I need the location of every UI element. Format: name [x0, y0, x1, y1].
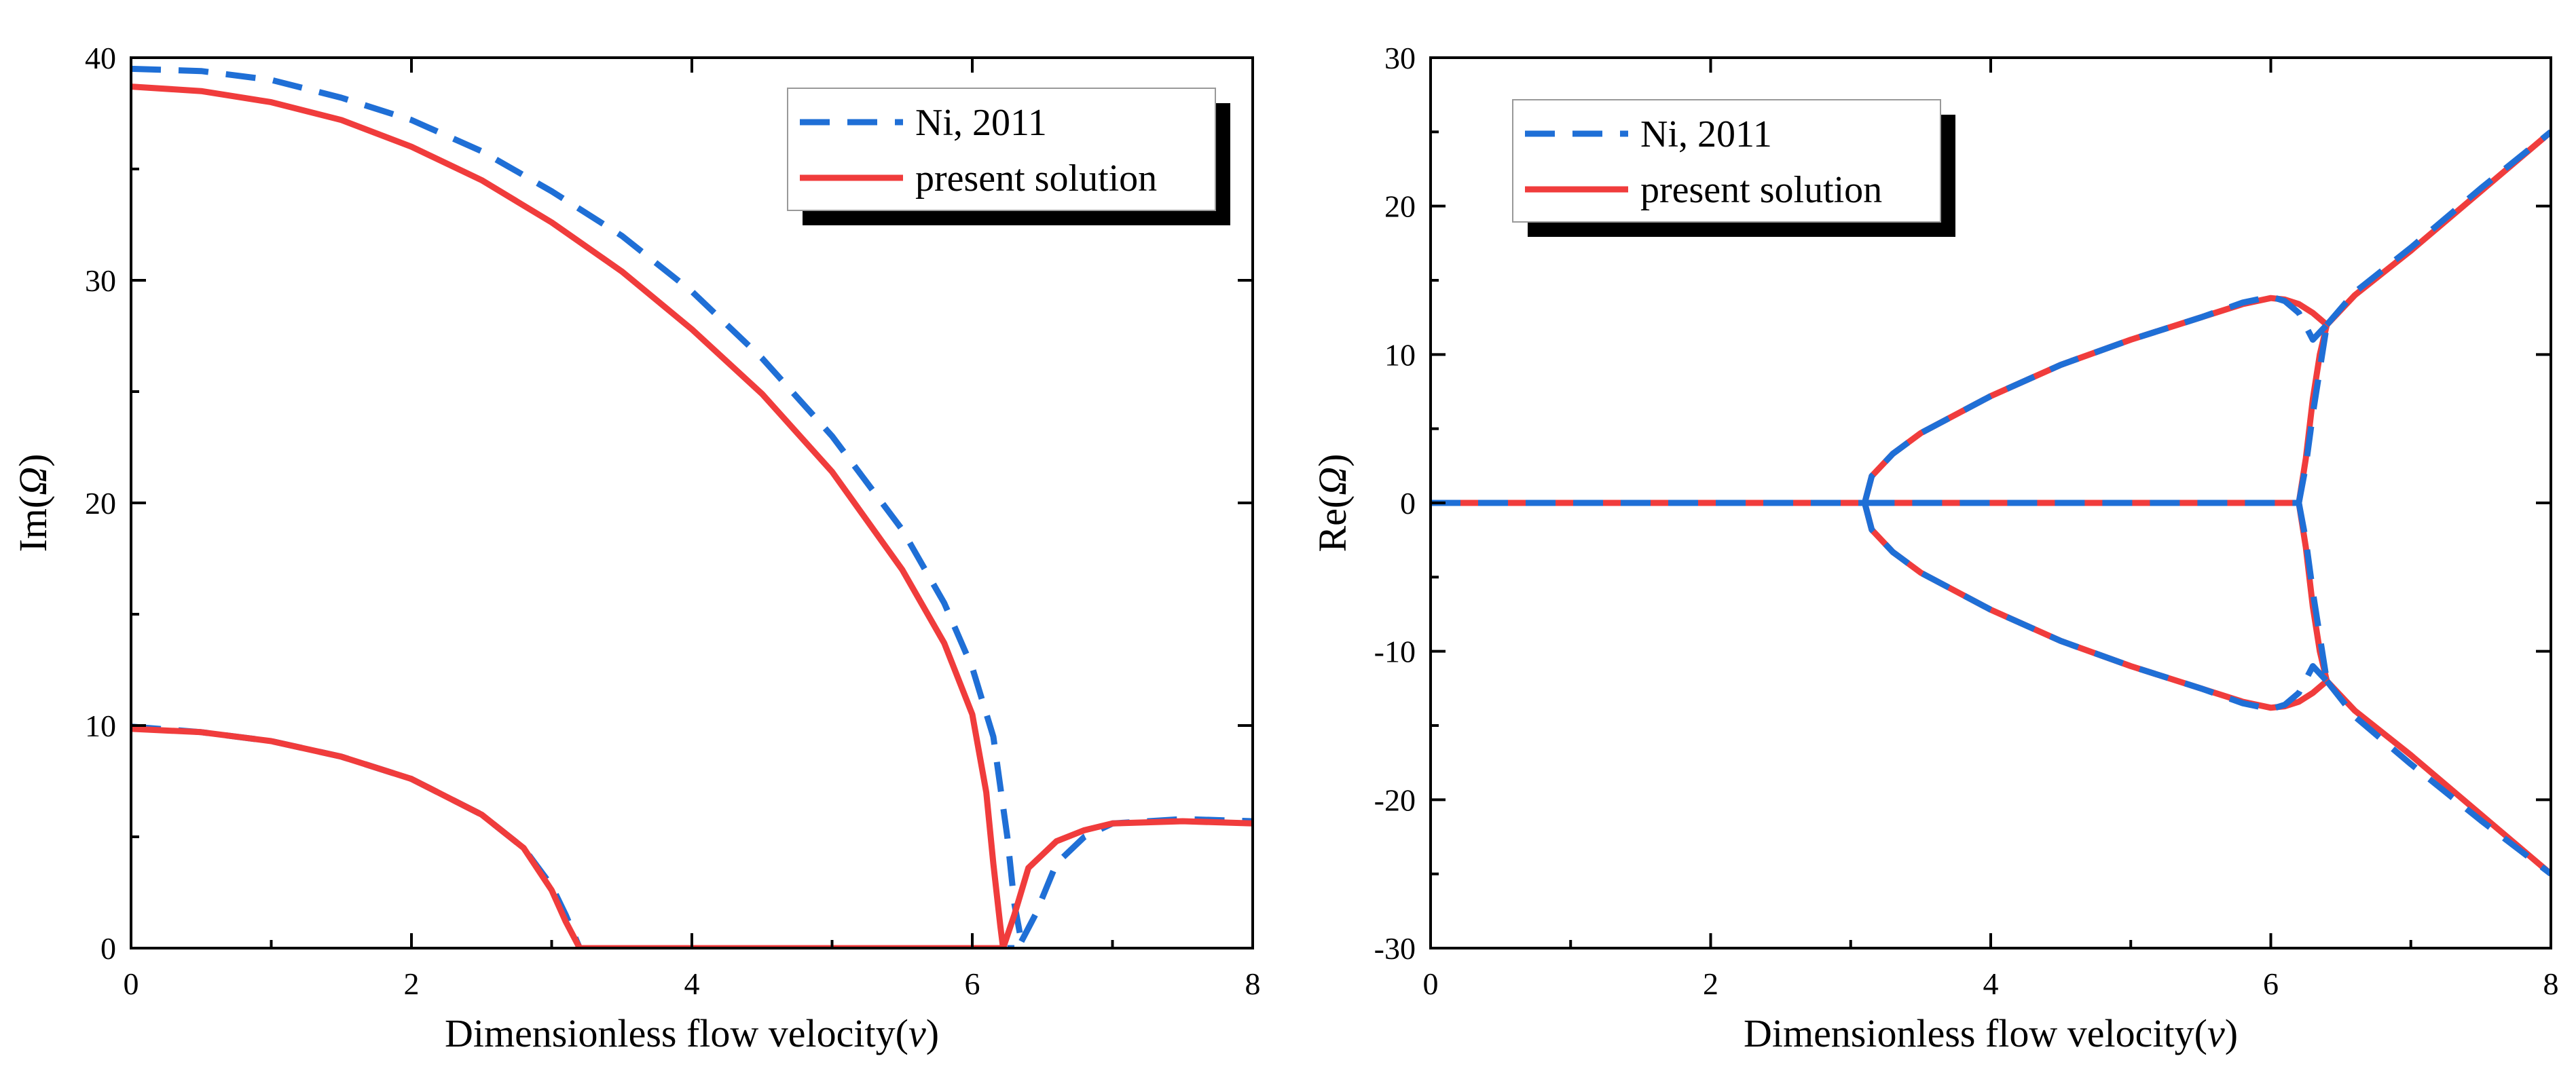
series-ni-2011-line-6: [2296, 502, 2330, 682]
legend: Ni, 2011 present solution: [787, 88, 1230, 225]
series-ni-2011-line-5: [2296, 324, 2330, 504]
y-tick-label: 10: [1384, 337, 1416, 372]
legend-box: [1512, 99, 1941, 223]
series-ni-2011-line-4: [1862, 502, 2330, 713]
y-tick-label: 0: [100, 931, 116, 966]
y-tick-label: 20: [1384, 189, 1416, 224]
series-ni-2011-line-1: [131, 65, 1025, 943]
x-tick-label: 0: [1423, 966, 1439, 1001]
series-present-solution-line-3: [131, 726, 583, 948]
x-tick-label: 6: [965, 966, 980, 1001]
legend-label: Ni, 2011: [1640, 113, 1772, 155]
y-tick-label: 30: [1384, 41, 1416, 75]
series-ni-2011-line-2: [1018, 816, 1253, 943]
y-axis-title: Re(Ω): [1310, 453, 1355, 552]
series-present-solution-line-1: [131, 83, 1006, 948]
x-tick-label: 2: [1703, 966, 1718, 1001]
chart-panel-1: 0 2 4 6 8 0 10 20 30 40 Dimensionless flow velocit…: [11, 41, 1261, 1055]
x-axis-title: Dimensionless flow velocity(v): [1744, 1011, 2238, 1055]
y-tick-label: 0: [1400, 486, 1416, 521]
x-tick-label: 6: [2263, 966, 2279, 1001]
x-tick-label: 2: [404, 966, 420, 1001]
series-group: [1431, 129, 2551, 877]
legend-label: present solution: [915, 157, 1157, 200]
legend-box: [787, 88, 1216, 211]
series-ni-2011-line-3: [1862, 293, 2330, 504]
series-present-solution-line-3: [1862, 295, 2329, 504]
y-tick-label: -20: [1374, 783, 1416, 817]
series-group: [131, 65, 1253, 948]
x-tick-label: 4: [1983, 966, 1999, 1001]
y-axis-title: Im(Ω): [11, 453, 55, 552]
series-present-solution-line-4: [1862, 502, 2329, 711]
series-ni-2011-line-7: [2324, 129, 2551, 327]
y-tick-label: 30: [85, 263, 116, 298]
legend-label: present solution: [1640, 169, 1882, 211]
legend-label: Ni, 2011: [915, 102, 1047, 144]
y-tick-label: 20: [85, 486, 116, 521]
x-tick-label: 8: [1245, 966, 1261, 1001]
y-tick-label: 10: [85, 709, 116, 743]
x-tick-label: 8: [2543, 966, 2559, 1001]
y-tick-label: -10: [1374, 635, 1416, 669]
x-axis-title: Dimensionless flow velocity(v): [445, 1011, 939, 1055]
y-tick-label: -30: [1374, 931, 1416, 966]
legend: Ni, 2011 present solution: [1512, 99, 1955, 237]
x-tick-label: 4: [684, 966, 700, 1001]
series-ni-2011-line-8: [2324, 679, 2551, 877]
chart-panel-2: 0 2 4 6 8 -30 -20 -10 0 10 20 30 Dimensionless flow …: [1310, 41, 2559, 1055]
series-present-solution-line-2: [1000, 818, 1253, 948]
x-tick-label: 0: [124, 966, 139, 1001]
y-tick-label: 40: [85, 41, 116, 75]
